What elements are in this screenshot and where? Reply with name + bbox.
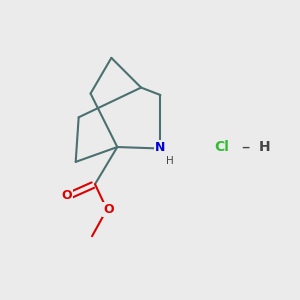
Text: O: O [61,189,72,202]
Text: H: H [259,140,270,154]
Text: H: H [166,156,174,166]
Text: N: N [155,140,166,154]
Text: O: O [103,203,114,216]
Text: Cl: Cl [214,140,229,154]
Text: –: – [242,138,250,156]
